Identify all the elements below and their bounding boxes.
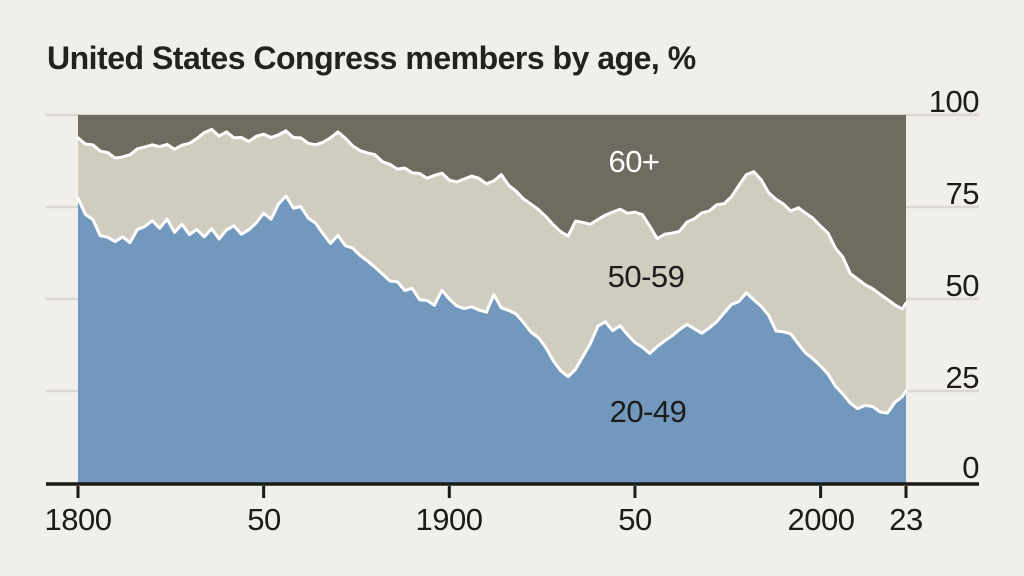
y-axis-label-75: 75 — [945, 176, 980, 211]
series-label-20-49: 20-49 — [609, 394, 687, 429]
series-label-50-59: 50-59 — [607, 259, 685, 294]
y-axis-label-50: 50 — [945, 268, 980, 303]
x-axis-label-1850: 50 — [247, 502, 281, 537]
x-axis-label-1800: 1800 — [44, 502, 112, 537]
y-axis-label-100: 100 — [928, 84, 980, 119]
x-axis-label-1950: 50 — [618, 502, 652, 537]
y-axis-label-25: 25 — [945, 360, 980, 395]
series-label-60plus: 60+ — [608, 144, 660, 179]
y-axis-label-0: 0 — [962, 450, 979, 485]
x-axis-label-2000: 2000 — [787, 502, 855, 537]
x-axis-label-1900: 1900 — [415, 502, 483, 537]
chart-title: United States Congress members by age, % — [47, 40, 696, 76]
x-axis-label-2023: 23 — [889, 502, 923, 537]
